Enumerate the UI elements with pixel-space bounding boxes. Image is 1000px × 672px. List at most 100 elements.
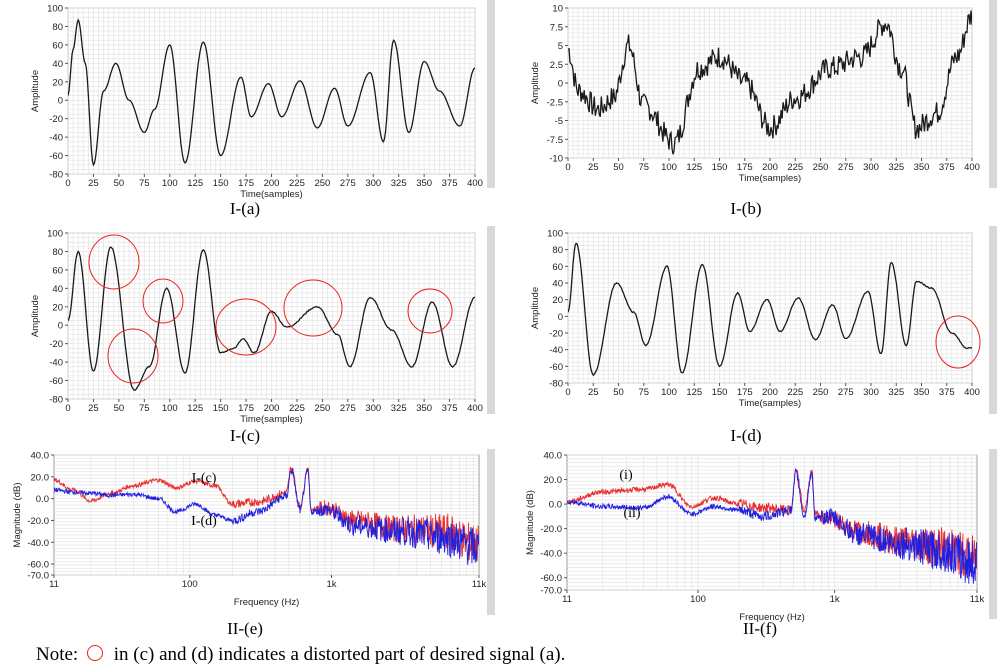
x-tick-label: 0 [65, 403, 70, 414]
chart-panel-b: 107.552.50-2.5-5-7.5-100 25 50 75 100 125 150 1… [530, 0, 997, 218]
y-tick-label: 0.0 [36, 494, 49, 505]
y-tick-label: -70.0 [540, 586, 562, 597]
y-tick-label: 40 [552, 279, 563, 290]
panel-edge [487, 0, 495, 188]
y-tick-label: 0 [558, 79, 563, 90]
x-tick-label: 11 [49, 579, 59, 590]
y-tick-label: 0.0 [549, 500, 562, 511]
x-tick-label: 0 [65, 178, 70, 189]
y-tick-label: -20 [49, 114, 63, 125]
y-tick-label: -60 [49, 151, 63, 162]
note-prefix: Note: [36, 644, 79, 665]
x-tick-label: 350 [914, 162, 930, 173]
x-tick-label: 75 [638, 387, 649, 398]
series-annotation: I-(d) [191, 514, 217, 529]
y-tick-label: 60 [552, 262, 563, 273]
y-tick-label: -60 [549, 362, 563, 373]
x-tick-label: 400 [467, 403, 483, 414]
x-tick-label: 375 [442, 403, 458, 414]
x-tick-label: 125 [686, 387, 702, 398]
y-tick-label: 80 [52, 247, 63, 258]
series-line-Id [54, 467, 479, 565]
y-axis-label: Amplitude [530, 62, 541, 104]
x-tick-label: 150 [712, 162, 728, 173]
x-tick-label: 175 [737, 162, 753, 173]
y-tick-label: 20.0 [31, 472, 50, 483]
y-tick-label: 40.0 [544, 451, 563, 462]
y-tick-label: 7.5 [550, 22, 563, 33]
y-tick-label: -60.0 [27, 560, 49, 571]
x-tick-label: 150 [213, 403, 229, 414]
y-tick-label: 20 [552, 295, 563, 306]
x-axis-label: Frequency (Hz) [739, 612, 804, 623]
x-tick-label: 250 [813, 387, 829, 398]
y-tick-label: 40 [52, 59, 63, 70]
y-axis-label: Magnitude (dB) [12, 483, 23, 548]
x-tick-label: 175 [238, 178, 254, 189]
y-tick-label: -2.5 [547, 97, 563, 108]
x-tick-label: 200 [762, 162, 778, 173]
x-tick-label: 325 [888, 387, 904, 398]
y-tick-label: 0 [58, 321, 63, 332]
distortion-circle [88, 234, 140, 290]
x-tick-label: 400 [964, 387, 980, 398]
x-tick-label: 175 [737, 387, 753, 398]
y-axis-label: Amplitude [30, 70, 41, 112]
x-axis-label: Time(samples) [240, 414, 302, 425]
series-line-ii [567, 467, 977, 584]
x-axis-label: Frequency (Hz) [234, 597, 299, 608]
x-tick-label: 300 [863, 162, 879, 173]
series-annotation: I-(c) [192, 471, 217, 486]
panel-edge [989, 449, 997, 619]
x-tick-label: 275 [340, 403, 356, 414]
figure-note: Note: in (c) and (d) indicates a distort… [36, 644, 565, 666]
note-text: in (c) and (d) indicates a distorted par… [113, 644, 566, 665]
x-tick-label: 75 [139, 403, 150, 414]
y-tick-label: 100 [47, 4, 63, 15]
y-tick-label: 10 [552, 4, 563, 15]
x-tick-label: 375 [939, 162, 955, 173]
y-tick-label: -70.0 [27, 571, 49, 582]
panel-caption: I-(c) [230, 426, 260, 445]
x-tick-label: 325 [391, 403, 407, 414]
y-tick-label: -40 [549, 345, 563, 356]
x-tick-label: 1k [326, 579, 336, 590]
x-tick-label: 25 [88, 178, 99, 189]
x-tick-label: 100 [182, 579, 198, 590]
distortion-circle [283, 279, 343, 337]
x-tick-label: 350 [416, 178, 432, 189]
panel-caption: I-(a) [230, 199, 260, 218]
x-tick-label: 250 [813, 162, 829, 173]
x-tick-label: 400 [964, 162, 980, 173]
x-tick-label: 1k [830, 594, 840, 605]
distortion-circle [935, 315, 981, 369]
x-axis-label: Time(samples) [739, 173, 801, 184]
x-tick-label: 225 [289, 403, 305, 414]
y-tick-label: 20 [52, 77, 63, 88]
x-tick-label: 75 [638, 162, 649, 173]
panel-edge [989, 0, 997, 188]
series-annotation: (ii) [623, 506, 640, 521]
x-tick-label: 25 [88, 403, 99, 414]
x-tick-label: 100 [661, 162, 677, 173]
panel-edge [487, 226, 495, 414]
y-tick-label: 5 [558, 41, 563, 52]
x-tick-label: 50 [114, 178, 125, 189]
series-line-i [567, 468, 977, 578]
x-tick-label: 275 [838, 162, 854, 173]
x-tick-label: 125 [686, 162, 702, 173]
y-tick-label: 100 [547, 229, 563, 240]
y-tick-label: 0 [558, 312, 563, 323]
y-tick-label: -80 [49, 395, 63, 406]
distortion-circle [407, 288, 453, 334]
red-circle-icon [86, 645, 103, 661]
panel-caption: I-(b) [730, 199, 761, 218]
x-tick-label: 300 [863, 387, 879, 398]
y-tick-label: -40.0 [540, 549, 562, 560]
y-tick-label: -20 [49, 339, 63, 350]
panel-caption: I-(d) [730, 426, 761, 445]
panel-caption: II-(e) [227, 619, 263, 638]
